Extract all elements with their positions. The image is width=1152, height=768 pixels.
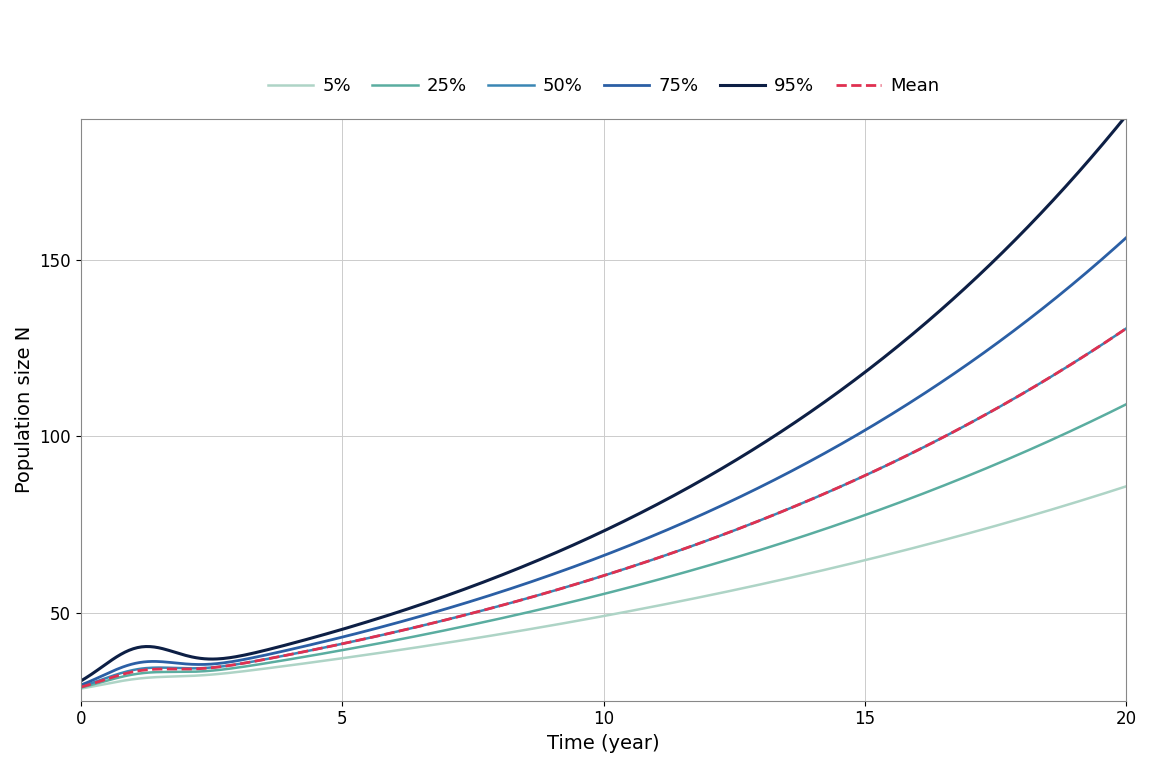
X-axis label: Time (year): Time (year)	[547, 734, 660, 753]
Y-axis label: Population size N: Population size N	[15, 326, 35, 493]
Legend: 5%, 25%, 50%, 75%, 95%, Mean: 5%, 25%, 50%, 75%, 95%, Mean	[260, 70, 947, 102]
